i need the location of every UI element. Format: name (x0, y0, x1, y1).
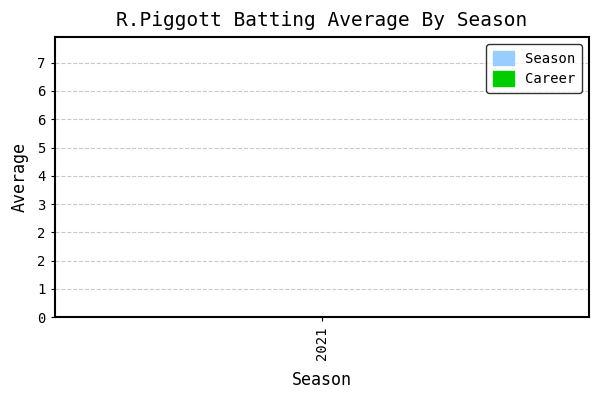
Y-axis label: Average: Average (11, 142, 29, 212)
Legend: Season, Career: Season, Career (486, 44, 582, 93)
X-axis label: Season: Season (292, 371, 352, 389)
Title: R.Piggott Batting Average By Season: R.Piggott Batting Average By Season (116, 11, 527, 30)
